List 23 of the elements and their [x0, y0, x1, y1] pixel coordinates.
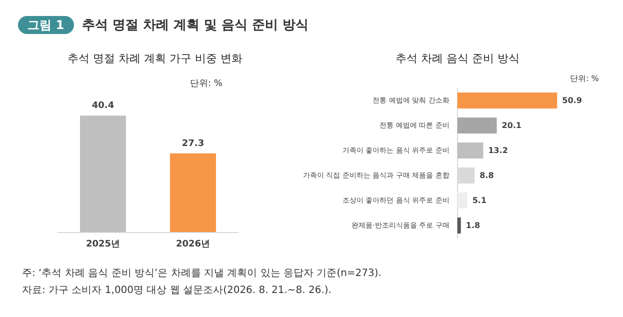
data-label: 8.8	[480, 171, 494, 180]
data-label: 5.1	[472, 196, 487, 205]
data-label: 20.1	[502, 121, 522, 130]
caption: 그림 1	[18, 16, 74, 34]
chart-title: 추석 명절 차례 계획 가구 비중 변화	[68, 52, 242, 65]
text: 단위: %	[570, 73, 599, 84]
bar	[457, 92, 558, 108]
data-label: 13.2	[488, 146, 508, 155]
x-tick-label: 2025년	[86, 240, 120, 250]
data-label: 40.4	[92, 101, 114, 112]
chart-title: 추석 차례 음식 준비 방식	[396, 52, 520, 65]
text: 단위: %	[190, 78, 222, 90]
bar	[457, 142, 484, 158]
data-label: 1.8	[466, 221, 480, 230]
text: 추석 명절 차례 계획 및 음식 준비 방식	[82, 17, 309, 34]
bar	[457, 118, 497, 134]
x-tick-label: 2026년	[176, 240, 210, 250]
bar	[457, 192, 468, 208]
text: 주: ‘추석 차례 음식 준비 방식’은 차례를 지낼 계획이 있는 응답자 기준(n=273).	[22, 267, 382, 280]
text: 자료: 가구 소비자 1,000명 대상 웹 설문조사(2026. 8. 21.~8. 26.).	[22, 284, 332, 297]
bar	[457, 218, 461, 234]
data-label: 50.9	[562, 96, 582, 105]
data-label: 27.3	[182, 138, 204, 149]
